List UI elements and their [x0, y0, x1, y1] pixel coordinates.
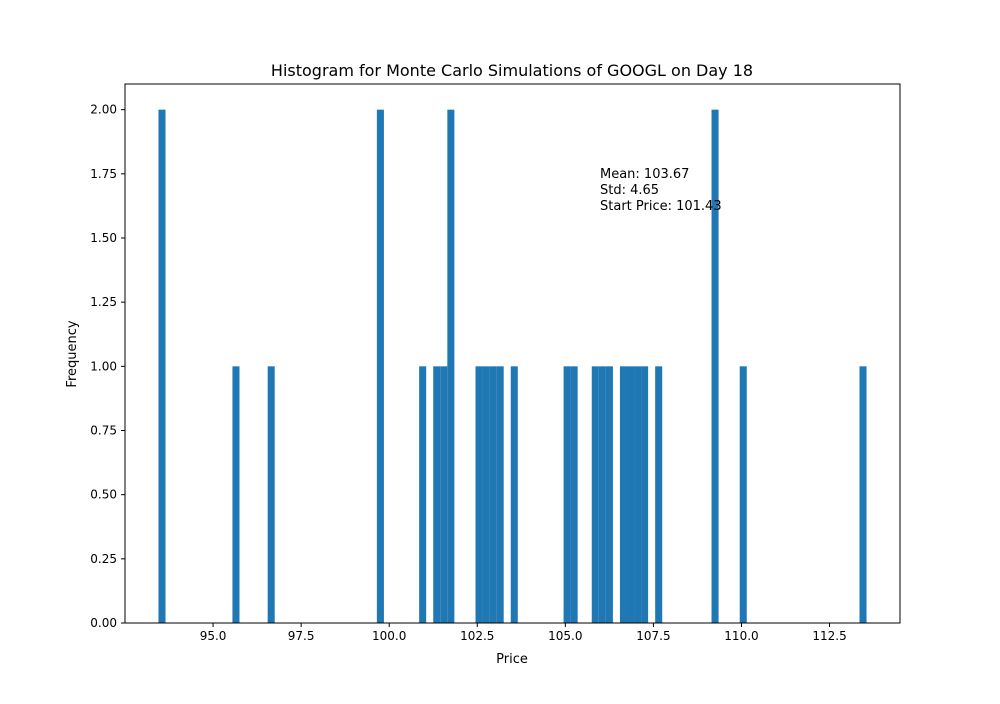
histogram-bar-23: [711, 109, 719, 623]
histogram-bar-9: [482, 366, 490, 623]
histogram-bar-3: [376, 109, 384, 623]
histogram-bar-14: [570, 366, 578, 623]
y-tick-label: 1.25: [90, 295, 117, 309]
histogram-bar-24: [739, 366, 747, 623]
x-tick-label: 105.0: [548, 629, 582, 643]
x-tick-label: 100.0: [372, 629, 406, 643]
histogram-bar-16: [598, 366, 606, 623]
histogram-bar-17: [605, 366, 613, 623]
plot-frame: [124, 83, 901, 624]
x-tick-label: 112.5: [812, 629, 846, 643]
histogram-bar-7: [447, 109, 455, 623]
histogram-bar-15: [591, 366, 599, 623]
histogram-bar-4: [419, 366, 427, 623]
histogram-bar-5: [433, 366, 441, 623]
y-axis: 0.00 0.25 0.50 0.75 1.00 1.25 1.50 1.75 2.00: [90, 103, 125, 630]
histogram-bar-12: [510, 366, 518, 623]
y-axis-label: Frequency: [65, 320, 80, 387]
y-tick-label: 2.00: [90, 103, 117, 117]
histogram-bar-13: [563, 366, 571, 623]
chart-title: Histogram for Monte Carlo Simulations of…: [271, 61, 753, 80]
y-tick-label: 0.75: [90, 424, 117, 438]
x-tick-label: 95.0: [200, 629, 227, 643]
histogram-bar-11: [496, 366, 504, 623]
x-tick-label: 110.0: [724, 629, 758, 643]
x-tick-label: 107.5: [636, 629, 670, 643]
y-tick-label: 1.00: [90, 359, 117, 373]
x-axis: 95.0 97.5 100.0 102.5 105.0 107.5 110.0 112.5: [200, 623, 847, 643]
histogram-bar-6: [440, 366, 448, 623]
histogram-bar-19: [626, 366, 635, 623]
x-tick-label: 97.5: [288, 629, 315, 643]
histogram-bar-8: [475, 366, 483, 623]
y-tick-label: 0.00: [90, 616, 117, 630]
histogram-bar-18: [619, 366, 627, 623]
histogram-bar-21: [641, 366, 649, 623]
histogram-bar-1: [232, 366, 240, 623]
stats-annotation: Mean: 103.67 Std: 4.65 Start Price: 101.…: [600, 167, 722, 214]
y-tick-label: 1.50: [90, 231, 117, 245]
annotation-start-price: Start Price: 101.43: [600, 199, 722, 214]
x-tick-label: 102.5: [460, 629, 494, 643]
annotation-mean: Mean: 103.67: [600, 167, 689, 182]
annotation-std: Std: 4.65: [600, 183, 659, 198]
histogram-bar-25: [859, 366, 867, 623]
histogram-bar-20: [634, 366, 642, 623]
histogram-bar-10: [489, 366, 497, 623]
histogram-bar-0: [158, 109, 166, 623]
bars-group: [158, 109, 867, 623]
histogram-bar-2: [267, 366, 275, 623]
histogram-bar-22: [655, 366, 663, 623]
y-tick-label: 1.75: [90, 167, 117, 181]
y-tick-label: 0.50: [90, 488, 117, 502]
y-tick-label: 0.25: [90, 552, 117, 566]
x-axis-label: Price: [496, 652, 528, 667]
